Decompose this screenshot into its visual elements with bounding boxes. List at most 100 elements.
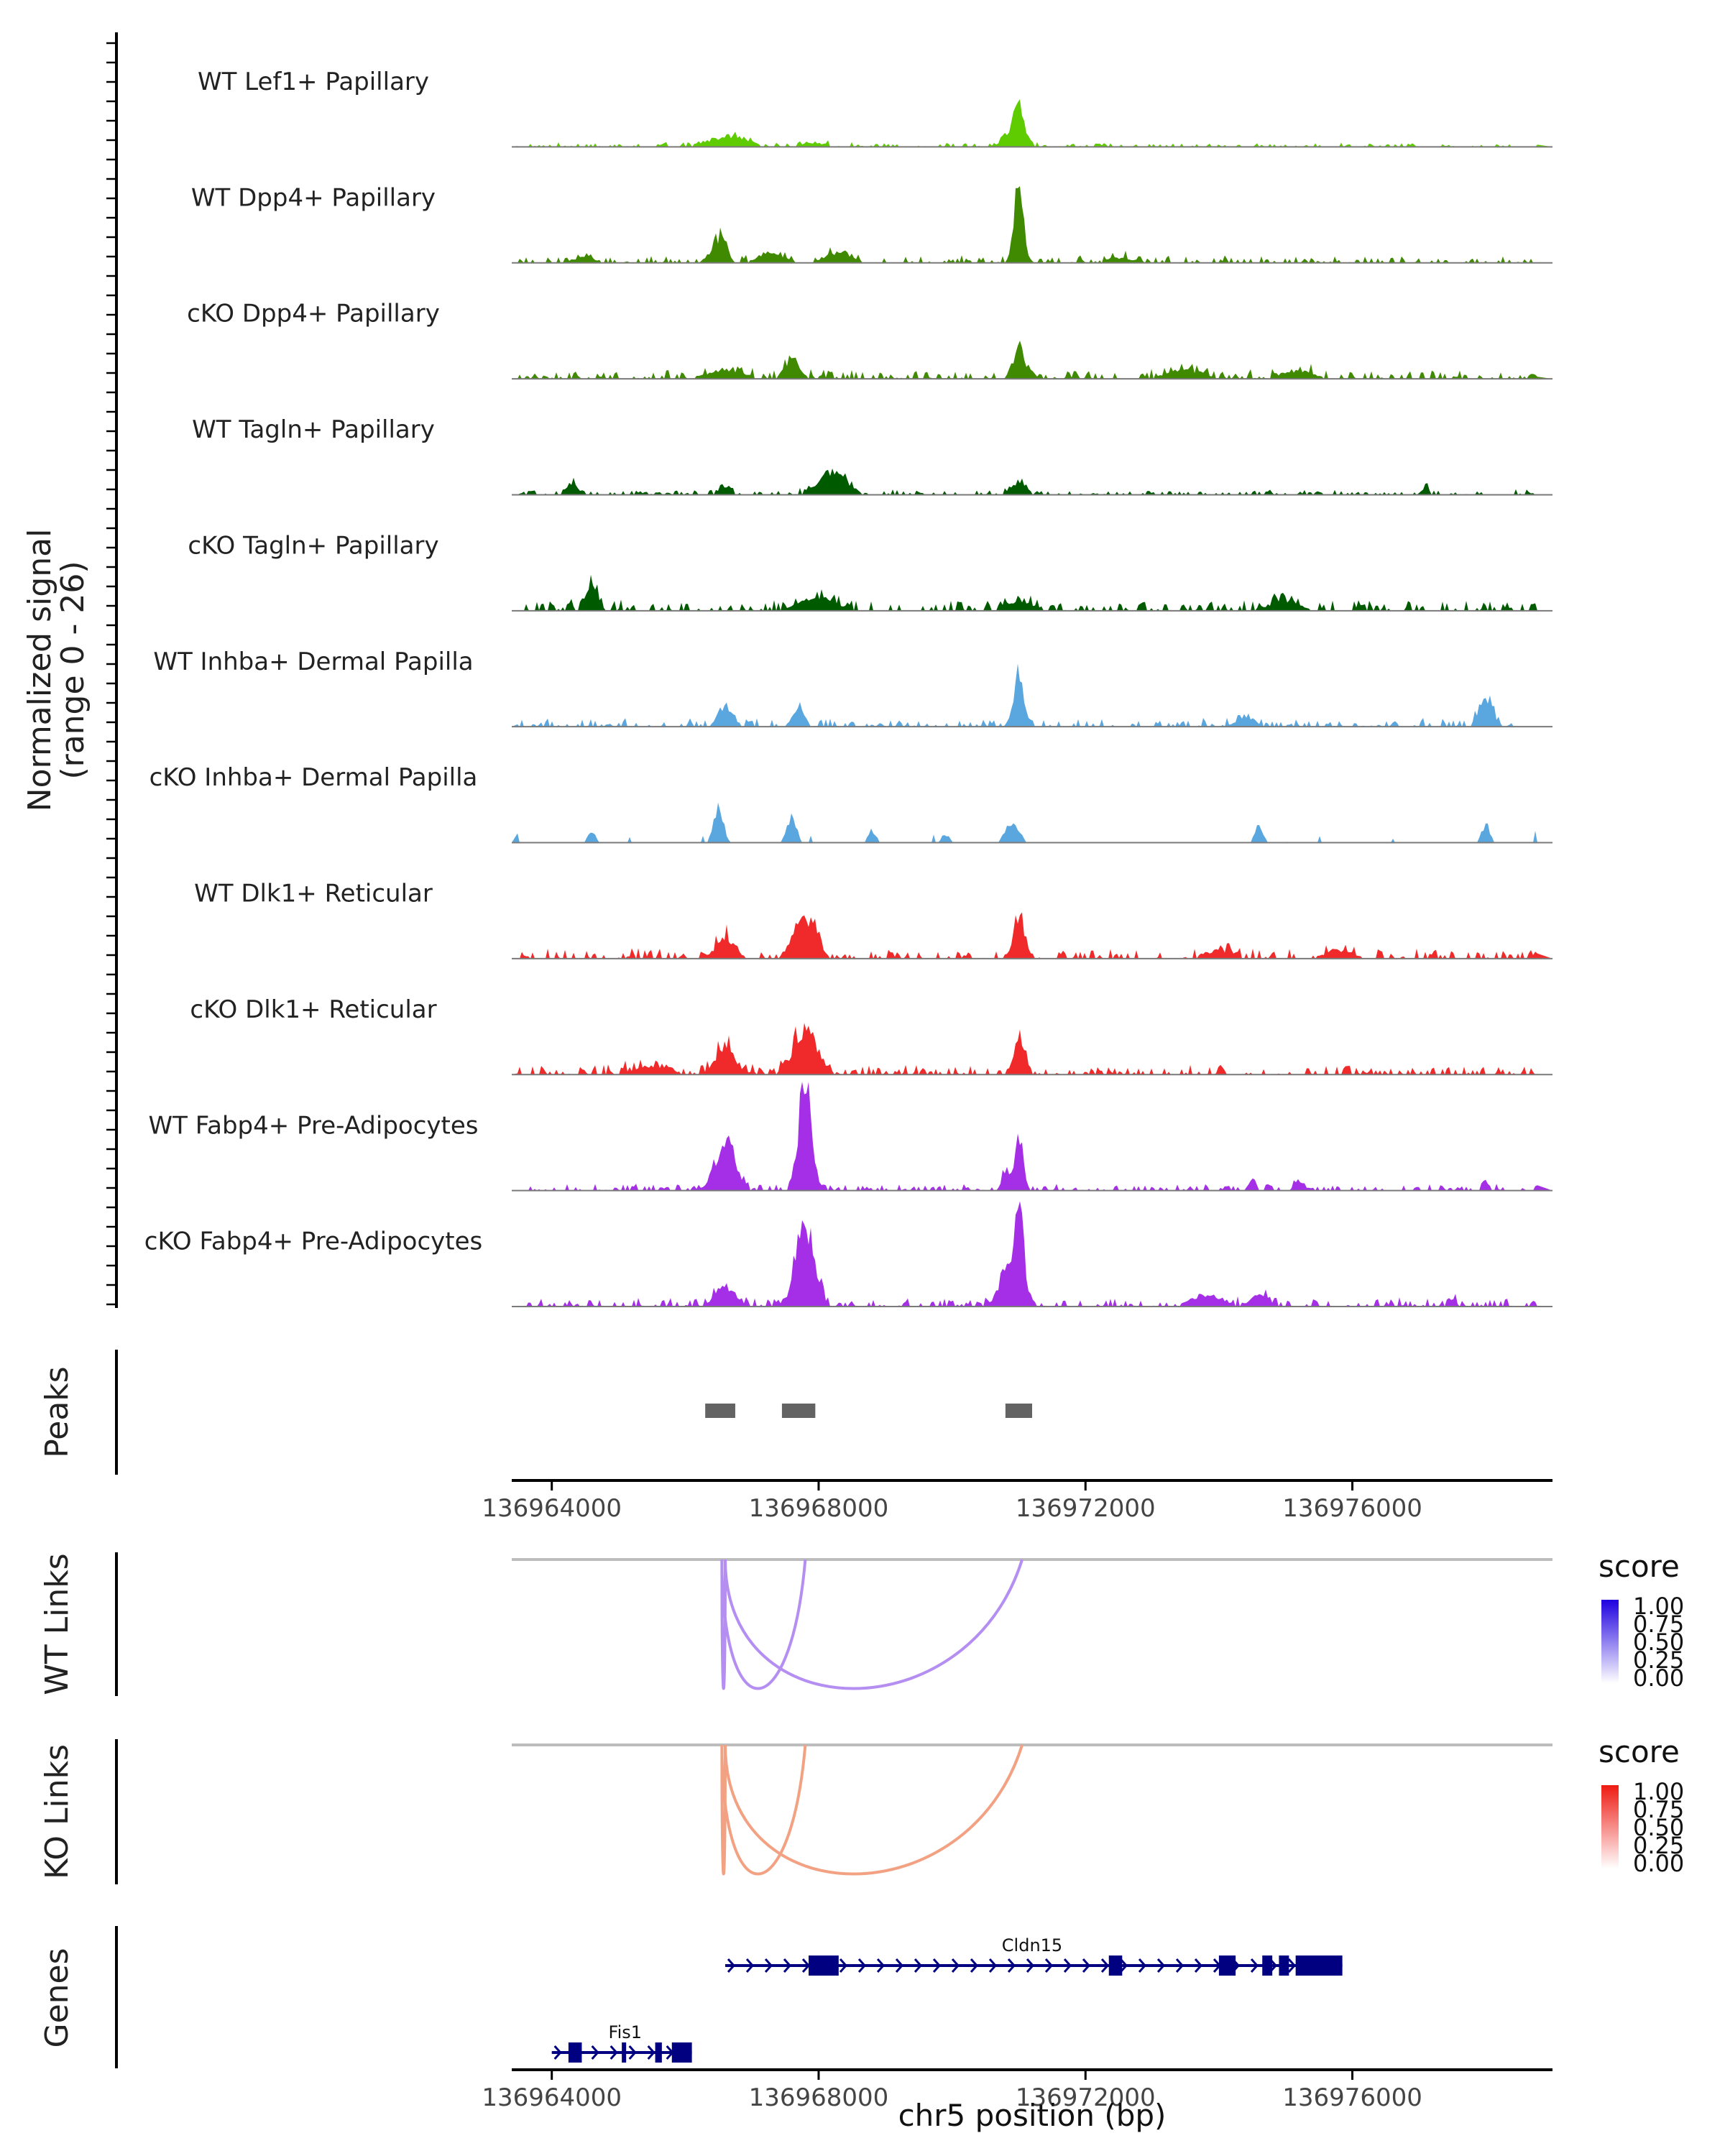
x-tick-label: 136976000	[1282, 2083, 1422, 2112]
track-label: cKO Dlk1+ Reticular	[190, 995, 436, 1024]
coverage-track: cKO Inhba+ Dermal Papilla	[150, 763, 1552, 844]
gene-strand-arrow	[647, 2045, 656, 2060]
gene-exon	[809, 1955, 839, 1976]
legend-tick: 0.00	[1633, 1850, 1684, 1877]
legend-tick: 0.00	[1633, 1664, 1684, 1692]
legend-tick: 1.00	[1633, 1778, 1684, 1805]
x-tick-label: 136964000	[482, 2083, 622, 2112]
gene-strand-arrow	[876, 1958, 886, 1973]
legend-colorbar	[1601, 1600, 1619, 1683]
legend-tick: 0.75	[1633, 1796, 1684, 1823]
gene-strand-arrow	[745, 1958, 755, 1973]
x-tick-label: 136968000	[749, 2083, 889, 2112]
links-legend: score 1.000.750.500.250.00	[1598, 1734, 1684, 1877]
peak-interval	[781, 1404, 816, 1418]
track-label: cKO Tagln+ Papillary	[188, 531, 438, 560]
track-label: WT Dlk1+ Reticular	[194, 880, 433, 908]
gene-strand-arrow	[857, 1958, 867, 1973]
gene-exon	[622, 2042, 627, 2063]
links-label: WT Links	[39, 1553, 75, 1695]
gene-strand-arrow	[1175, 1958, 1184, 1973]
legend-colorbar	[1601, 1785, 1619, 1869]
gene-strand-arrow	[951, 1958, 960, 1973]
track-label: WT Inhba+ Dermal Papilla	[153, 648, 473, 676]
coverage-track: WT Lef1+ Papillary	[198, 68, 1552, 148]
gene-strand-arrow	[914, 1958, 923, 1973]
legend-title: score	[1598, 1549, 1680, 1584]
link-arc	[724, 1559, 1024, 1690]
genes-panel: Genes Cldn15 Fis1 136964000 136968000 1369720…	[39, 1926, 1552, 2112]
coverage-area	[512, 802, 1552, 843]
peak-interval	[705, 1404, 735, 1418]
x-tick-label: 136964000	[482, 1494, 622, 1523]
gene-exon	[671, 2042, 692, 2063]
legend-tick: 0.50	[1633, 1628, 1684, 1656]
gene-strand-arrow	[591, 2045, 599, 2060]
track-label: cKO Fabp4+ Pre-Adipocytes	[144, 1227, 483, 1256]
gene-strand-arrow	[1082, 1958, 1091, 1973]
legend-tick: 1.00	[1633, 1593, 1684, 1620]
gene-strand-arrow	[553, 2045, 562, 2060]
links-label: KO Links	[39, 1744, 75, 1879]
gene-model: Fis1	[551, 2022, 692, 2063]
gene-name: Cldn15	[1002, 1935, 1062, 1955]
gene-model: Cldn15	[725, 1935, 1343, 1976]
coverage-area	[512, 1201, 1552, 1307]
links-legend: score 1.000.750.500.250.00	[1598, 1549, 1684, 1692]
genes-label: Genes	[39, 1948, 75, 2047]
coverage-area	[512, 341, 1552, 379]
gene-exon	[1279, 1955, 1289, 1976]
coverage-area	[512, 574, 1552, 611]
coverage-area	[512, 468, 1552, 495]
links-track: WT Links score 1.000.750.500.250.00	[39, 1549, 1684, 1696]
gene-strand-arrow	[1044, 1958, 1054, 1973]
gene-strand-arrow	[801, 1958, 811, 1973]
gene-strand-arrow	[1287, 1958, 1297, 1973]
gene-strand-arrow	[970, 1958, 979, 1973]
gene-exon	[1262, 1955, 1273, 1976]
coverage-area	[512, 99, 1552, 147]
link-arc	[724, 1744, 1024, 1876]
gene-name: Fis1	[609, 2022, 643, 2042]
coverage-track: cKO Dpp4+ Papillary	[187, 300, 1552, 380]
x-tick-label: 136976000	[1282, 1494, 1422, 1523]
coverage-panel: Normalized signal(range 0 - 26) WT Lef1+ …	[22, 32, 1552, 1308]
x-tick-label: 136972000	[1016, 1494, 1156, 1523]
gene-strand-arrow	[1194, 1958, 1203, 1973]
legend-title: score	[1598, 1734, 1680, 1769]
gene-exon	[568, 2042, 582, 2063]
legend-tick: 0.25	[1633, 1646, 1684, 1674]
gene-exon	[1108, 1955, 1123, 1976]
gene-strand-arrow	[764, 1958, 773, 1973]
coverage-y-label-line: Normalized signal	[22, 529, 58, 812]
coverage-area	[512, 186, 1552, 263]
gene-strand-arrow	[932, 1958, 942, 1973]
coverage-area	[512, 1082, 1552, 1191]
x-axis-label: chr5 position (bp)	[898, 2098, 1167, 2133]
coverage-track: cKO Dlk1+ Reticular	[190, 995, 1552, 1076]
legend-tick: 0.50	[1633, 1814, 1684, 1841]
coverage-track: WT Tagln+ Papillary	[192, 415, 1552, 496]
gene-strand-arrow	[628, 2045, 637, 2060]
gene-strand-arrow	[1063, 1958, 1072, 1973]
legend-tick: 0.25	[1633, 1832, 1684, 1859]
coverage-track: WT Dlk1+ Reticular	[194, 880, 1552, 959]
gene-strand-arrow	[1156, 1958, 1166, 1973]
legend-tick: 0.75	[1633, 1611, 1684, 1638]
coverage-track: cKO Tagln+ Papillary	[188, 531, 1552, 612]
x-tick-label: 136968000	[749, 1494, 889, 1523]
peaks-panel: Peaks 136964000 136968000 136972000 13697600…	[39, 1350, 1552, 1523]
coverage-area	[512, 1023, 1552, 1075]
gene-exon	[1218, 1955, 1236, 1976]
gene-strand-arrow	[1138, 1958, 1147, 1973]
coverage-track: WT Dpp4+ Papillary	[191, 183, 1552, 264]
coverage-track: WT Inhba+ Dermal Papilla	[153, 648, 1552, 728]
gene-strand-arrow	[610, 2045, 618, 2060]
gene-strand-arrow	[895, 1958, 904, 1973]
track-label: cKO Dpp4+ Papillary	[187, 300, 440, 328]
gene-strand-arrow	[1250, 1958, 1259, 1973]
gene-exon	[655, 2042, 662, 2063]
peaks-label: Peaks	[39, 1366, 75, 1457]
